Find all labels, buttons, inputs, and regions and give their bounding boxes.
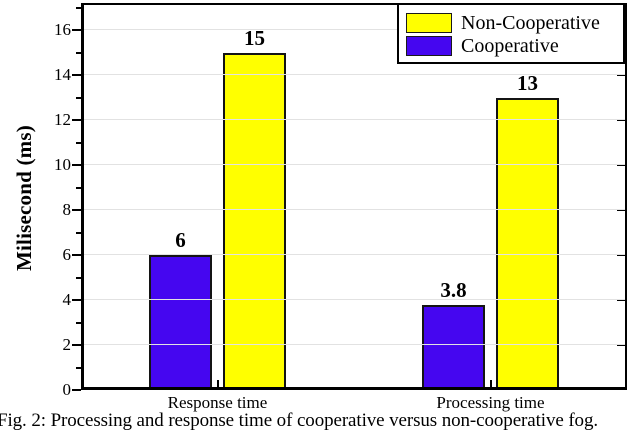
x-category-tick (489, 380, 492, 387)
plot-top-spine (81, 3, 627, 5)
figure-caption: Fig. 2: Processing and response time of … (0, 410, 599, 431)
legend-entry-non-cooperative: Non-Cooperative (406, 11, 617, 34)
y-tick-label: 2 (62, 335, 72, 354)
y-major-tick (72, 74, 81, 76)
gridline (84, 344, 625, 345)
y-minor-tick (76, 141, 81, 144)
y-major-tick (72, 344, 81, 346)
y-tick-label: 6 (62, 245, 72, 264)
y-minor-tick (76, 321, 81, 324)
x-axis-line (81, 387, 627, 390)
y-major-tick (72, 299, 81, 301)
cooperative-color-swatch (406, 35, 452, 56)
y-right-tick (617, 209, 625, 211)
y-tick-label: 4 (62, 290, 72, 309)
y-tick-label: 10 (54, 155, 71, 174)
y-tick-label: 8 (62, 200, 72, 219)
y-major-tick (72, 389, 81, 391)
y-axis-title: Milisecond (ms) (12, 125, 36, 271)
y-minor-tick (76, 231, 81, 234)
gridline (84, 254, 625, 255)
bar-value-label-cooperative-processing-time: 3.8 (440, 277, 467, 302)
y-minor-tick (76, 276, 81, 279)
bar-cooperative-response-time (149, 255, 212, 390)
bar-value-label-non-cooperative-response-time: 15 (244, 25, 265, 50)
plot-area: 16 14 12 10 8 6 4 2 0 13 3.8 15 6 (54, 3, 627, 399)
gridline (84, 74, 625, 75)
non-cooperative-color-swatch (406, 12, 452, 33)
y-major-tick (72, 119, 81, 121)
y-minor-tick (76, 186, 81, 189)
y-major-tick (72, 209, 81, 211)
plot-right-spine (625, 3, 627, 390)
y-right-tick (617, 254, 625, 256)
bar-non-cooperative-response-time (223, 52, 286, 390)
bar-value-label-cooperative-response-time: 6 (175, 228, 186, 252)
x-category-label: Processing time (436, 393, 545, 412)
y-minor-tick (76, 6, 81, 9)
y-minor-tick (76, 51, 81, 54)
y-tick-label: 14 (54, 65, 71, 84)
gridline (84, 119, 625, 120)
x-category-label: Response time (167, 393, 268, 412)
y-right-tick (617, 164, 625, 166)
legend-entry-cooperative: Cooperative (406, 34, 617, 57)
y-tick-label: 12 (54, 110, 71, 129)
plot-left-spine (81, 3, 84, 390)
bar-non-cooperative-processing-time (496, 97, 559, 390)
y-right-tick (617, 74, 625, 76)
y-right-tick (617, 119, 625, 121)
bar-value-label-non-cooperative-processing-time: 13 (517, 70, 538, 95)
bar-cooperative-processing-time (422, 304, 485, 390)
y-major-tick (72, 29, 81, 31)
y-major-tick (72, 254, 81, 256)
y-major-tick (72, 164, 81, 166)
y-minor-tick (76, 96, 81, 99)
y-minor-tick (76, 366, 81, 369)
legend-label-non-cooperative: Non-Cooperative (461, 11, 600, 34)
y-tick-label: 0 (62, 380, 72, 399)
x-category-tick (216, 380, 219, 387)
y-right-tick (617, 299, 625, 301)
gridline (84, 209, 625, 210)
legend: Non-Cooperative Cooperative (397, 3, 625, 64)
gridline (84, 29, 625, 30)
gridline (84, 164, 625, 165)
gridline (84, 299, 625, 300)
legend-label-cooperative: Cooperative (461, 34, 559, 57)
y-right-tick (617, 344, 625, 346)
y-tick-label: 16 (54, 20, 71, 39)
